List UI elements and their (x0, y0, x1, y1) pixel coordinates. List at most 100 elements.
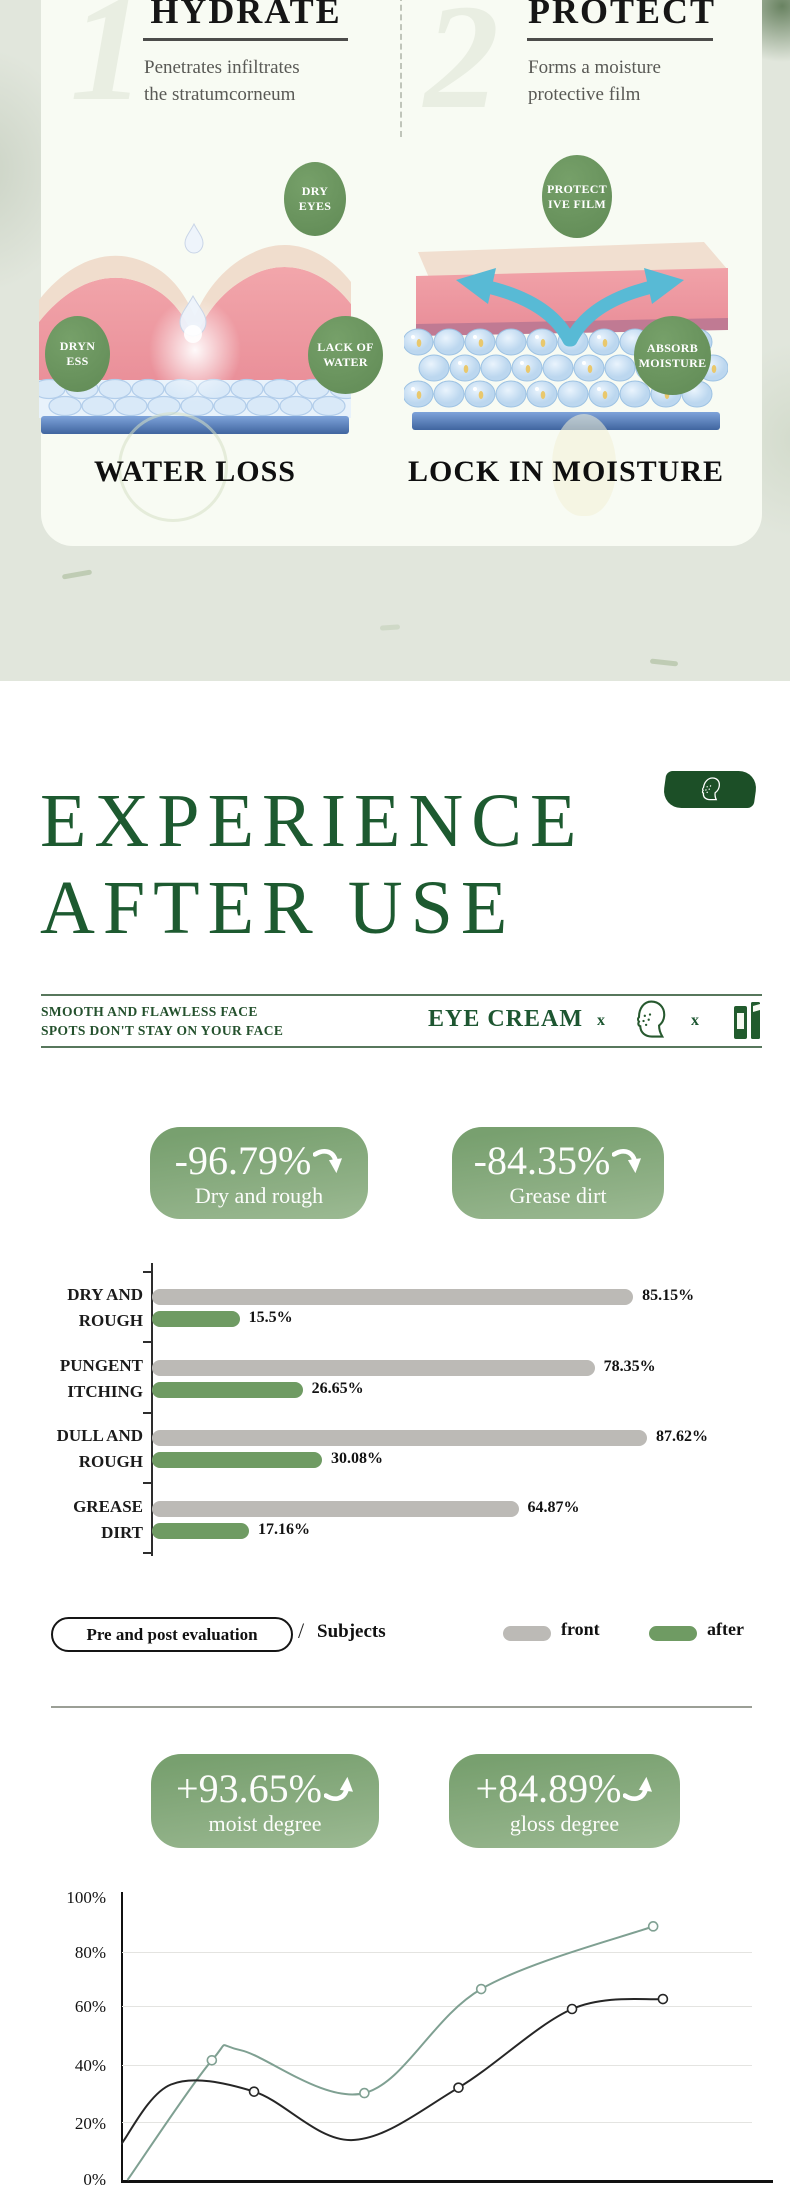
legend-swatch-after (649, 1626, 697, 1641)
step-title-protect: PROTECT (527, 0, 717, 31)
stat-value: -96.79% (174, 1137, 344, 1183)
label-dryness: DRYN ESS (45, 316, 110, 392)
curved-down-arrow-icon (313, 1148, 343, 1173)
water-droplet-icon (179, 222, 207, 343)
bar-value-after: 15.5% (248, 1309, 293, 1326)
bar-value-after: 26.65% (311, 1379, 364, 1397)
data-point-marker (248, 2086, 260, 2097)
stat-number: -84.35% (473, 1137, 611, 1183)
axis-tick (143, 1341, 152, 1343)
bar-group-grease-dirt: GREASE DIRT 64.87% 17.16% (0, 1497, 790, 1542)
stat-badge-increase: +84.89% gloss degree (449, 1754, 680, 1848)
oval-text: IVE FILM (547, 196, 607, 211)
data-point-marker (475, 1983, 487, 1995)
y-axis-label: 60% (74, 1997, 106, 2016)
section-divider (51, 1706, 752, 1708)
bar-category-label: PUNGENT ITCHING (59, 1355, 143, 1401)
oval-text: PROTECT (546, 181, 608, 196)
legend-separator: / (298, 1618, 305, 1643)
label-absorb-moisture: ABSORB MOISTURE (634, 316, 711, 395)
label-dry-eyes: DRY EYES (284, 162, 346, 236)
label-lack-of-water: LACK OF WATER (308, 316, 383, 394)
data-point-marker (657, 1993, 669, 2005)
bar-after (152, 1381, 303, 1398)
title-underline (143, 38, 348, 41)
step-desc: Penetrates infiltrates the stratumcorneu… (144, 54, 359, 108)
section-title-line2: AFTER USE (40, 866, 516, 950)
legend-subjects: Subjects (317, 1621, 386, 1642)
oval-text: DRY (301, 184, 329, 198)
step-desc: Forms a moisture protective film (528, 54, 728, 108)
bar-after (152, 1452, 322, 1468)
oval-text: EYES (298, 199, 332, 213)
gridline (122, 1952, 752, 1953)
bar-value-after: 30.08% (330, 1450, 383, 1467)
pear-doodle-decoration (552, 414, 616, 516)
stat-badge-decrease: -84.35% Grease dirt (452, 1127, 664, 1219)
bar-category-label: DRY AND ROUGH (67, 1285, 143, 1330)
label-protective-film: PROTECT IVE FILM (542, 155, 612, 238)
face-profile-icon (701, 776, 721, 800)
axis-tick (143, 1552, 152, 1554)
data-point-marker (647, 1921, 659, 1932)
axis-tick (143, 1271, 152, 1273)
y-axis-label: 40% (74, 2056, 106, 2075)
step-number-watermark: 2 (424, 0, 499, 140)
face-profile-icon (636, 1000, 666, 1038)
stat-number: +93.65% (176, 1765, 322, 1811)
line-chart-y-axis (121, 1892, 123, 2183)
section-title-line1: EXPERIENCE (40, 779, 585, 863)
legend-swatch-front (503, 1626, 551, 1641)
desc-line: protective film (528, 84, 641, 105)
bar-value-after: 17.16% (257, 1520, 310, 1538)
axis-tick (143, 1412, 152, 1414)
data-point-marker (359, 2087, 370, 2099)
y-axis-label: 0% (83, 2170, 106, 2189)
stat-label: moist degree (208, 1810, 322, 1836)
series-curve-after--green- (126, 1925, 654, 2181)
caption-water-loss: WATER LOSS (93, 455, 296, 488)
bar-after (152, 1522, 249, 1539)
collab-tagline: SMOOTH AND FLAWLESS FACE SPOTS DON'T STA… (41, 1002, 283, 1040)
dry-skin-illustration (39, 222, 351, 434)
bar-front (152, 1359, 595, 1376)
cat-doodle-decoration (118, 412, 228, 522)
legend-pill: Pre and post evaluation (51, 1617, 293, 1652)
bar-category-label: GREASE DIRT (73, 1496, 143, 1542)
brand-corner-tag (661, 771, 759, 808)
axis-tick (143, 1482, 152, 1484)
bar-front (152, 1289, 634, 1305)
divider-rule (41, 994, 762, 996)
stat-value: +93.65% (176, 1765, 354, 1811)
line-chart-curves (121, 1921, 669, 2181)
bar-front (152, 1500, 519, 1517)
curved-up-arrow-icon (623, 1776, 653, 1801)
oval-text: WATER (323, 355, 368, 369)
y-axis-label: 80% (74, 1943, 106, 1962)
column-divider (400, 0, 402, 137)
stat-badge-decrease: -96.79% Dry and rough (150, 1127, 368, 1219)
y-axis-label: 20% (74, 2114, 106, 2133)
divider-rule (41, 1046, 762, 1048)
stat-badge-increase: +93.65% moist degree (151, 1754, 379, 1848)
tagline-line: SMOOTH AND FLAWLESS FACE (41, 1004, 258, 1019)
bar-group-dull-and-rough: DULL AND ROUGH 87.62% 30.08% (0, 1426, 790, 1471)
curved-up-arrow-icon (323, 1776, 353, 1801)
desc-line: the stratumcorneum (144, 84, 296, 105)
oval-text: MOISTURE (638, 355, 707, 370)
bar-front (152, 1430, 648, 1446)
stat-number: +84.89% (475, 1765, 622, 1811)
bar-group-pungent-itching: PUNGENT ITCHING 78.35% 26.65% (0, 1356, 790, 1401)
caption-lock-in-moisture: LOCK IN MOISTURE (407, 455, 725, 488)
gridline (122, 2122, 752, 2123)
stat-label: Dry and rough (194, 1182, 324, 1208)
bar-category-label: DULL AND ROUGH (56, 1426, 143, 1471)
oval-text: LACK OF (317, 340, 374, 354)
gridline (122, 2065, 752, 2066)
stat-number: -96.79% (174, 1137, 312, 1183)
multiply-sign: x (597, 1012, 605, 1029)
step-title-hydrate: HYDRATE (150, 0, 342, 31)
multiply-sign: x (691, 1012, 699, 1029)
step-number-watermark: 1 (70, 0, 145, 132)
